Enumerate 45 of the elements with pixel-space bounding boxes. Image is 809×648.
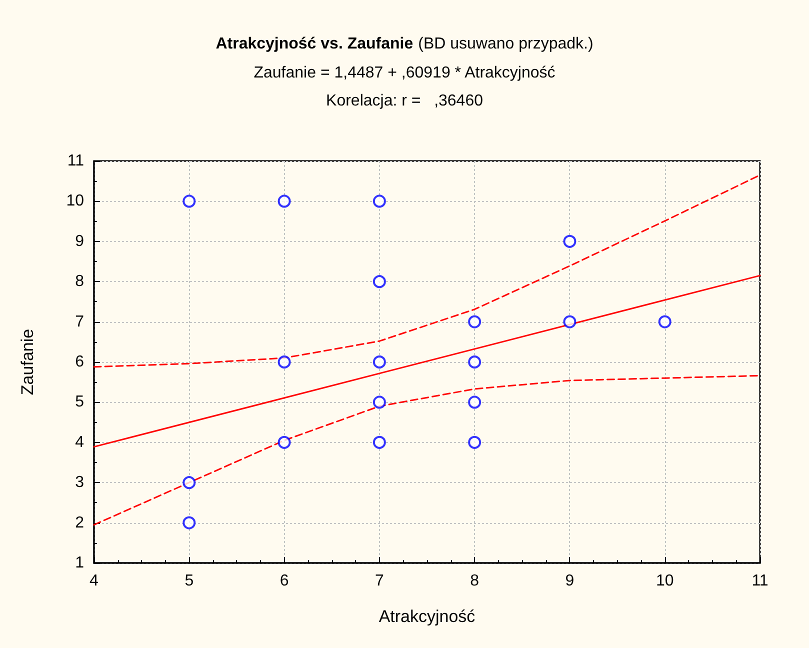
y-tick-label: 3 xyxy=(75,474,84,492)
chart-title: Atrakcyjność vs. Zaufanie xyxy=(216,36,414,52)
point xyxy=(468,356,482,368)
point xyxy=(182,516,196,530)
point xyxy=(372,356,386,368)
chart-subtitle: (BD usuwano przypadk.) xyxy=(418,36,594,52)
point xyxy=(278,356,291,368)
point xyxy=(468,436,482,449)
point xyxy=(372,396,386,409)
y-tick-label: 10 xyxy=(66,192,84,210)
point xyxy=(372,194,386,208)
y-tick-label: 8 xyxy=(75,273,84,290)
line-series xyxy=(93,374,761,526)
line-series xyxy=(93,174,761,368)
x-tick-label: 4 xyxy=(90,572,99,590)
text: Zaufanie = 1,4487 + ,60919 * Atrakcyjność xyxy=(254,64,556,82)
x-axis-title: Atrakcyjność xyxy=(378,607,476,626)
point xyxy=(372,275,386,288)
point xyxy=(372,436,386,449)
x-tick-label: 11 xyxy=(752,572,768,590)
y-tick-label: 1 xyxy=(75,554,84,572)
x-tick-label: 7 xyxy=(374,572,384,590)
y-tick-label: 11 xyxy=(67,152,84,170)
point xyxy=(278,436,291,449)
point xyxy=(182,194,196,208)
point xyxy=(563,315,576,328)
y-tick-label: 6 xyxy=(75,354,84,370)
x-tick-label: 9 xyxy=(565,572,574,590)
point xyxy=(658,315,672,328)
y-tick-label: 4 xyxy=(75,434,84,451)
y-tick-label: 9 xyxy=(75,232,84,250)
point xyxy=(468,315,482,328)
point xyxy=(468,396,482,409)
x-tick-label: 8 xyxy=(470,572,480,590)
y-axis-title: Zaufanie xyxy=(18,328,37,396)
point xyxy=(563,234,576,248)
x-tick-label: 10 xyxy=(656,572,674,590)
x-tick-label: 6 xyxy=(280,572,289,590)
y-tick-label: 7 xyxy=(75,313,84,330)
y-tick-label: 2 xyxy=(75,514,84,532)
point xyxy=(278,194,291,208)
text: Korelacja: r = ,36460 xyxy=(326,92,484,110)
x-tick-label: 5 xyxy=(184,572,194,590)
point xyxy=(182,476,196,490)
y-tick-label: 5 xyxy=(75,394,84,411)
